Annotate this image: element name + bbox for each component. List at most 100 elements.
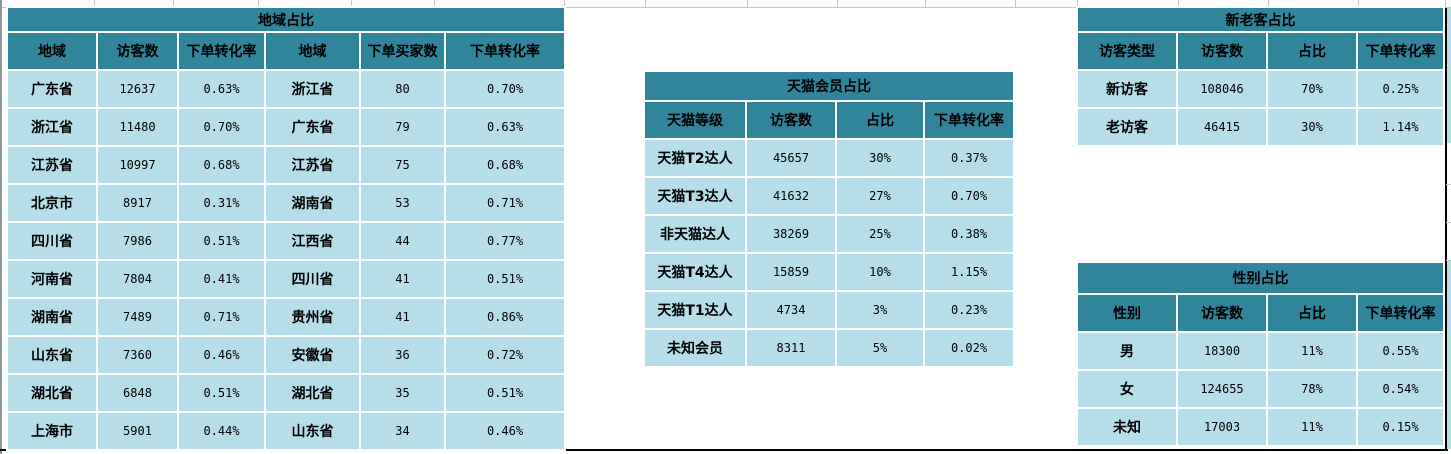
cell[interactable]: 41	[361, 299, 444, 335]
cell[interactable]: 0.63%	[179, 71, 264, 107]
cell[interactable]: 0.51%	[179, 375, 264, 411]
cell[interactable]: 11480	[98, 109, 177, 145]
column-header[interactable]: 性别	[1078, 295, 1176, 331]
cell[interactable]: 天猫T4达人	[645, 254, 745, 290]
cell[interactable]: 男	[1078, 333, 1176, 369]
column-header[interactable]: 访客类型	[1078, 33, 1176, 69]
cell[interactable]: 79	[361, 109, 444, 145]
visitor_type-table-title[interactable]: 新老客占比	[1078, 8, 1443, 31]
cell[interactable]: 35	[361, 375, 444, 411]
cell[interactable]: 8917	[98, 185, 177, 221]
cell[interactable]: 四川省	[266, 261, 359, 297]
cell[interactable]: 36	[361, 337, 444, 373]
cell[interactable]: 湖南省	[8, 299, 96, 335]
cell[interactable]: 0.51%	[446, 261, 564, 297]
cell[interactable]: 湖北省	[266, 375, 359, 411]
column-header[interactable]: 天猫等级	[645, 102, 745, 138]
cell[interactable]: 38269	[747, 216, 835, 252]
cell[interactable]: 0.44%	[179, 413, 264, 449]
cell[interactable]: 27%	[837, 178, 923, 214]
cell[interactable]: 6848	[98, 375, 177, 411]
cell[interactable]: 12637	[98, 71, 177, 107]
cell[interactable]: 15859	[747, 254, 835, 290]
column-header[interactable]: 访客数	[1178, 33, 1266, 69]
cell[interactable]: 非天猫达人	[645, 216, 745, 252]
cell[interactable]: 0.51%	[179, 223, 264, 259]
cell[interactable]: 30%	[1268, 109, 1356, 145]
cell[interactable]: 0.23%	[925, 292, 1013, 328]
cell[interactable]: 老访客	[1078, 109, 1176, 145]
cell[interactable]: 1.15%	[925, 254, 1013, 290]
cell[interactable]: 贵州省	[266, 299, 359, 335]
cell[interactable]: 7804	[98, 261, 177, 297]
column-header[interactable]: 占比	[837, 102, 923, 138]
column-header[interactable]: 占比	[1268, 295, 1356, 331]
column-header[interactable]: 下单买家数	[361, 33, 444, 69]
cell[interactable]: 0.46%	[446, 413, 564, 449]
cell[interactable]: 0.70%	[179, 109, 264, 145]
cell[interactable]: 0.25%	[1358, 71, 1443, 107]
cell[interactable]: 0.71%	[446, 185, 564, 221]
cell[interactable]: 山东省	[266, 413, 359, 449]
cell[interactable]: 4734	[747, 292, 835, 328]
cell[interactable]: 41632	[747, 178, 835, 214]
cell[interactable]: 广东省	[8, 71, 96, 107]
cell[interactable]: 0.55%	[1358, 333, 1443, 369]
cell[interactable]: 7986	[98, 223, 177, 259]
cell[interactable]: 0.15%	[1358, 409, 1443, 445]
cell[interactable]: 5%	[837, 330, 923, 366]
column-header[interactable]: 下单转化率	[179, 33, 264, 69]
cell[interactable]: 0.71%	[179, 299, 264, 335]
region-table-title[interactable]: 地域占比	[8, 8, 564, 31]
cell[interactable]: 四川省	[8, 223, 96, 259]
cell[interactable]: 湖南省	[266, 185, 359, 221]
cell[interactable]: 浙江省	[266, 71, 359, 107]
cell[interactable]: 0.63%	[446, 109, 564, 145]
cell[interactable]: 0.77%	[446, 223, 564, 259]
column-header[interactable]: 下单转化率	[1358, 33, 1443, 69]
cell[interactable]: 70%	[1268, 71, 1356, 107]
cell[interactable]: 41	[361, 261, 444, 297]
cell[interactable]: 广东省	[266, 109, 359, 145]
cell[interactable]: 天猫T2达人	[645, 140, 745, 176]
cell[interactable]: 未知	[1078, 409, 1176, 445]
cell[interactable]: 11%	[1268, 333, 1356, 369]
cell[interactable]: 34	[361, 413, 444, 449]
cell[interactable]: 天猫T1达人	[645, 292, 745, 328]
column-header[interactable]: 下单转化率	[925, 102, 1013, 138]
cell[interactable]: 0.41%	[179, 261, 264, 297]
cell[interactable]: 0.54%	[1358, 371, 1443, 407]
cell[interactable]: 0.68%	[446, 147, 564, 183]
cell[interactable]: 江苏省	[8, 147, 96, 183]
cell[interactable]: 108046	[1178, 71, 1266, 107]
cell[interactable]: 江西省	[266, 223, 359, 259]
cell[interactable]: 7489	[98, 299, 177, 335]
cell[interactable]: 11%	[1268, 409, 1356, 445]
cell[interactable]: 0.70%	[925, 178, 1013, 214]
cell[interactable]: 0.02%	[925, 330, 1013, 366]
gender-table-title[interactable]: 性别占比	[1078, 263, 1443, 293]
cell[interactable]: 0.68%	[179, 147, 264, 183]
column-header[interactable]: 下单转化率	[446, 33, 564, 69]
cell[interactable]: 78%	[1268, 371, 1356, 407]
cell[interactable]: 45657	[747, 140, 835, 176]
cell[interactable]: 46415	[1178, 109, 1266, 145]
column-header[interactable]: 下单转化率	[1358, 295, 1443, 331]
cell[interactable]: 0.51%	[446, 375, 564, 411]
cell[interactable]: 25%	[837, 216, 923, 252]
cell[interactable]: 8311	[747, 330, 835, 366]
cell[interactable]: 新访客	[1078, 71, 1176, 107]
cell[interactable]: 上海市	[8, 413, 96, 449]
cell[interactable]: 0.31%	[179, 185, 264, 221]
cell[interactable]: 75	[361, 147, 444, 183]
cell[interactable]: 44	[361, 223, 444, 259]
cell[interactable]: 80	[361, 71, 444, 107]
cell[interactable]: 18300	[1178, 333, 1266, 369]
cell[interactable]: 河南省	[8, 261, 96, 297]
cell[interactable]: 0.37%	[925, 140, 1013, 176]
cell[interactable]: 0.86%	[446, 299, 564, 335]
column-header[interactable]: 地域	[8, 33, 96, 69]
cell[interactable]: 江苏省	[266, 147, 359, 183]
column-header[interactable]: 地域	[266, 33, 359, 69]
cell[interactable]: 天猫T3达人	[645, 178, 745, 214]
